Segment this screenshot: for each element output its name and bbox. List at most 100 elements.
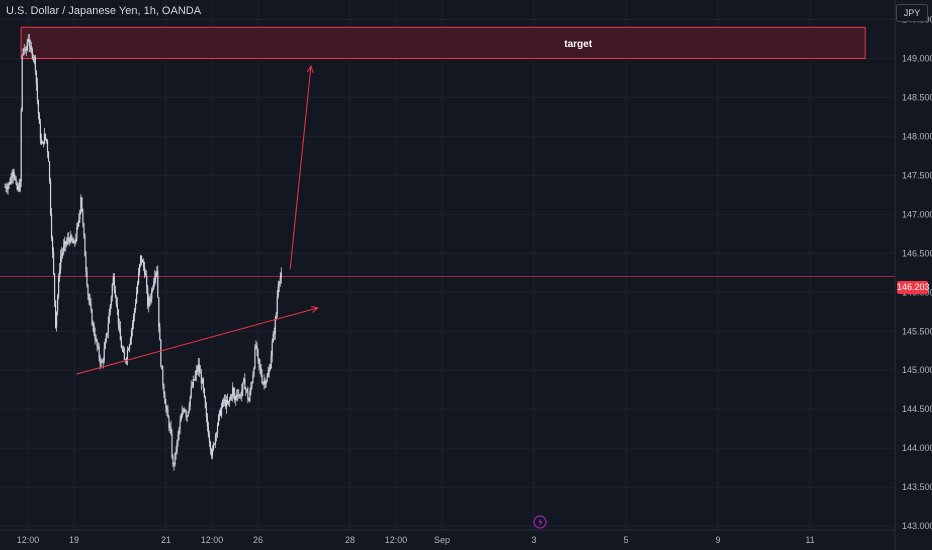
- y-tick-label: 143.500: [902, 482, 932, 492]
- price-series: [4, 34, 282, 471]
- candle-body: [199, 371, 201, 374]
- neckline-trendline[interactable]: [76, 307, 318, 375]
- candle-body: [91, 309, 93, 325]
- y-tick-label: 147.500: [902, 170, 932, 180]
- lightning-icon[interactable]: [533, 515, 547, 529]
- candle-body: [113, 276, 115, 291]
- candle-body: [146, 275, 148, 288]
- drawings[interactable]: [76, 65, 319, 375]
- candle-body: [178, 429, 180, 435]
- candle-body: [247, 390, 249, 400]
- candle-body: [30, 46, 32, 50]
- candle-body: [45, 138, 48, 142]
- y-tick-label: 144.500: [902, 404, 932, 414]
- candle-body: [176, 441, 178, 453]
- candle-body: [212, 444, 215, 450]
- candle-body: [231, 395, 233, 397]
- candle-body: [29, 45, 31, 47]
- candle-body: [67, 238, 69, 242]
- candle-body: [68, 238, 70, 240]
- candle-body: [189, 396, 191, 407]
- candle-body: [241, 390, 243, 397]
- y-tick-label: 146.500: [902, 248, 932, 258]
- candle-body: [135, 292, 138, 304]
- candle-body: [95, 339, 97, 341]
- candle-body: [229, 399, 231, 402]
- x-tick-label: 11: [805, 535, 814, 545]
- candle-body: [48, 161, 51, 182]
- candle-body: [205, 407, 207, 417]
- candle-body: [187, 411, 189, 416]
- candle-body: [192, 379, 194, 387]
- candle-body: [203, 388, 205, 397]
- candle-body: [220, 407, 223, 416]
- candle-body: [175, 452, 177, 453]
- candle-body: [208, 436, 211, 443]
- x-tick-label: 12:00: [385, 535, 408, 545]
- candle-body: [278, 282, 280, 286]
- candle-body: [180, 417, 182, 422]
- candle-body: [40, 139, 43, 144]
- candle-body: [142, 261, 144, 263]
- candle-body: [260, 367, 262, 376]
- candle-body: [249, 391, 251, 401]
- candle-body: [134, 303, 137, 310]
- candle-body: [151, 289, 153, 299]
- currency-button[interactable]: JPY: [896, 4, 928, 22]
- candle-body: [63, 245, 65, 252]
- candle-body: [102, 360, 104, 363]
- candle-body: [274, 318, 276, 335]
- candle-body: [21, 55, 23, 111]
- candle-body: [179, 421, 181, 430]
- candle-body: [155, 272, 157, 277]
- candle-body: [98, 347, 100, 358]
- candle-body: [201, 379, 203, 384]
- candle-body: [130, 330, 133, 339]
- candle-body: [88, 294, 90, 301]
- candle-body: [174, 452, 176, 465]
- candle-body: [105, 335, 107, 342]
- y-tick-label: 143.000: [902, 521, 932, 531]
- candle-body: [258, 358, 260, 365]
- candle-body: [121, 347, 123, 350]
- candle-body: [61, 253, 63, 257]
- candle-body: [52, 251, 55, 274]
- candle-body: [162, 369, 164, 386]
- candle-body: [222, 400, 225, 402]
- candle-body: [138, 264, 141, 273]
- candle-body: [239, 395, 241, 397]
- candle-body: [148, 298, 150, 307]
- candle-body: [17, 185, 19, 190]
- candle-body: [87, 285, 89, 295]
- candle-body: [264, 380, 266, 385]
- target-zone[interactable]: target: [20, 26, 866, 59]
- candle-body: [41, 141, 44, 144]
- target-zone-rect[interactable]: [20, 26, 866, 59]
- candle-body: [128, 344, 131, 350]
- candle-body: [94, 333, 96, 341]
- candle-body: [268, 370, 270, 374]
- price-axis[interactable]: 143.000 143.500 144.000 144.500 145.000 145.5…: [902, 14, 932, 531]
- candle-body: [225, 399, 227, 407]
- candle-body: [56, 311, 58, 328]
- grid: [0, 0, 895, 530]
- candle-body: [280, 273, 282, 278]
- candle-body: [183, 409, 185, 412]
- candle-body: [27, 39, 29, 42]
- projection-arrow[interactable]: [289, 66, 312, 269]
- candle-body: [190, 387, 192, 397]
- current-price-tag: 146.203: [897, 281, 930, 294]
- candle-body: [250, 386, 252, 392]
- candle-body: [92, 324, 94, 326]
- candle-body: [170, 426, 172, 434]
- candle-body: [272, 333, 274, 343]
- candle-body: [215, 433, 218, 435]
- candle-body: [120, 340, 122, 348]
- time-axis[interactable]: 12:00 19 21 12:00 26 28 12:00 Sep 3 5 9 11: [17, 535, 815, 545]
- candle-body: [188, 406, 190, 412]
- candle-body: [42, 141, 45, 144]
- candle-body: [163, 385, 165, 395]
- candle-body: [164, 394, 166, 404]
- candle-body: [90, 303, 92, 310]
